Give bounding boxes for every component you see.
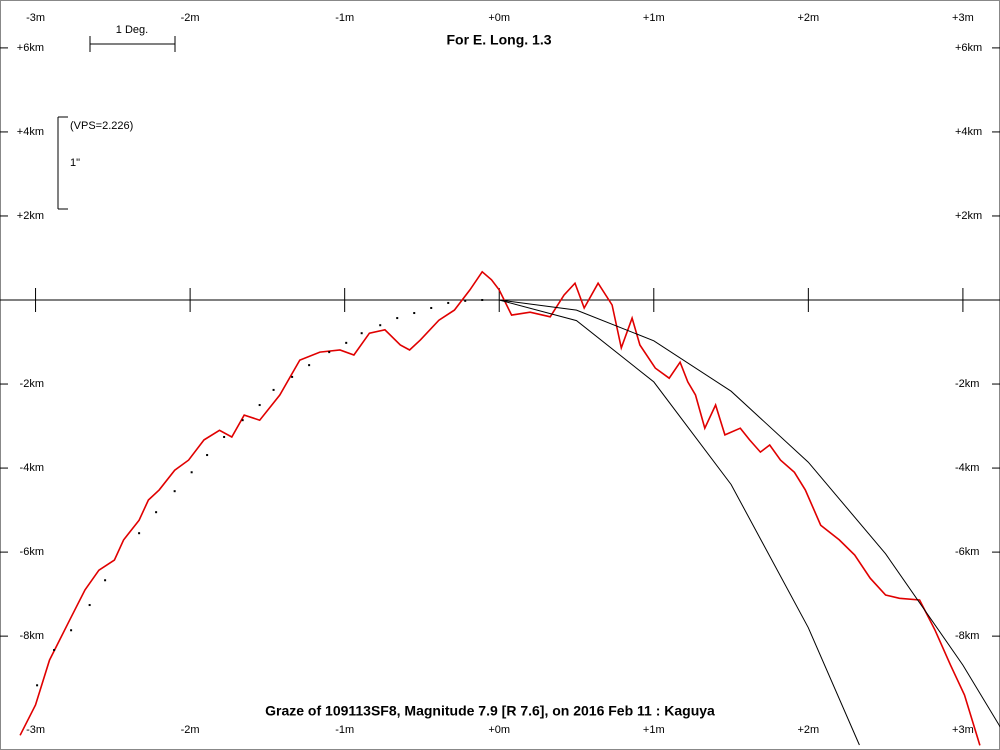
scale-label: 1 Deg. [116,24,148,36]
y-tick-label: -2km [955,378,979,390]
dot [345,341,348,344]
dot [241,419,244,422]
x-tick-label: +0m [488,724,510,736]
dot [291,375,294,378]
dot [413,312,416,315]
dot [481,299,484,301]
dot [53,649,56,651]
y-tick-label: +2km [955,210,982,222]
dot [396,317,399,320]
vps-label: (VPS=2.226) [70,120,133,132]
x-tick-label: +3m [952,724,974,736]
dot [328,351,331,354]
y-tick-label: -8km [20,630,44,642]
y-tick-label: -8km [955,630,979,642]
y-tick-label: -4km [955,462,979,474]
profile-line [499,299,1000,728]
profile-line [499,299,860,746]
y-tick-label: +2km [17,210,44,222]
x-tick-label: -3m [26,12,45,24]
dot [464,299,467,302]
dot [36,684,39,687]
dot [430,306,433,309]
dot [104,579,107,582]
dot [223,435,226,438]
x-tick-label: -2m [181,724,200,736]
y-tick-label: -6km [20,546,44,558]
x-tick-label: -1m [335,12,354,24]
x-tick-label: +1m [643,12,665,24]
dot [272,388,275,391]
dot [258,404,261,407]
y-tick-label: -2km [20,378,44,390]
dot [308,364,311,367]
dot [138,532,141,535]
chart-title: For E. Long. 1.3 [446,32,551,48]
y-tick-label: +6km [17,42,44,54]
dot [173,490,176,493]
y-tick-label: +4km [955,126,982,138]
y-tick-label: -4km [20,462,44,474]
dot [206,454,209,457]
profile-line [19,270,981,746]
x-tick-label: +2m [797,12,819,24]
y-tick-label: -6km [955,546,979,558]
dot [88,604,91,607]
x-tick-label: +1m [643,724,665,736]
chart-subtitle: Graze of 109113SF8, Magnitude 7.9 [R 7.6… [265,703,715,719]
scale-bar [57,36,176,210]
y-tick-label: +4km [17,126,44,138]
x-tick-label: -2m [181,12,200,24]
dot [379,324,382,327]
dot [447,301,450,304]
dot [70,629,73,632]
x-tick-label: +3m [952,12,974,24]
x-tick-label: +0m [488,12,510,24]
dot [360,332,363,335]
x-tick-label: -1m [335,724,354,736]
dot [190,471,193,474]
x-tick-label: -3m [26,724,45,736]
x-tick-label: +2m [797,724,819,736]
y-tick-label: +6km [955,42,982,54]
dot [155,511,158,514]
arcsec-label: 1" [70,157,80,169]
